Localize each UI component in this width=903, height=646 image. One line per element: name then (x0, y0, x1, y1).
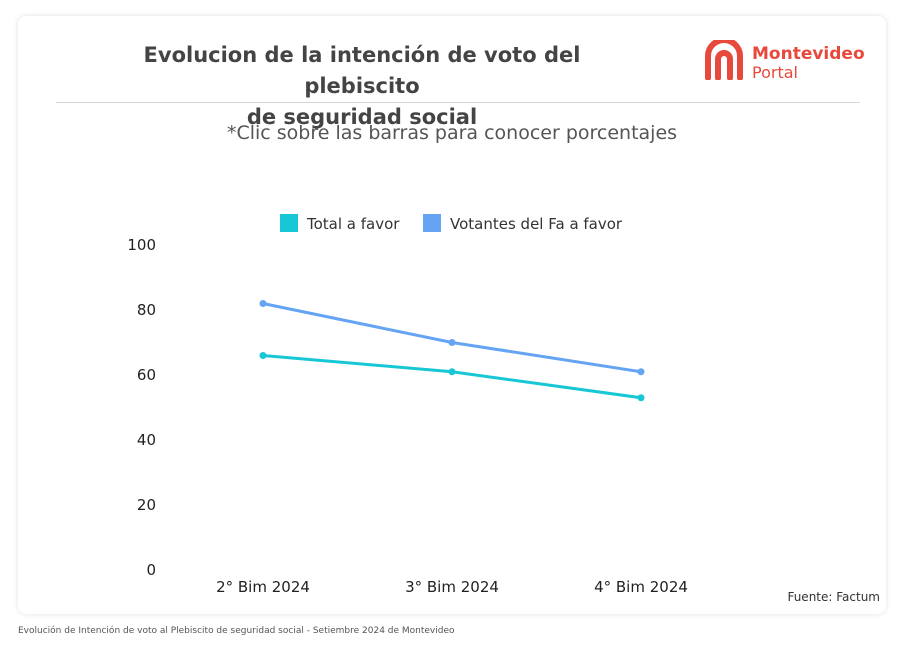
x-axis: 2° Bim 2024 3° Bim 2024 4° Bim 2024 (216, 578, 688, 596)
montevideo-portal-logo: Montevideo Portal (704, 40, 865, 84)
chart-legend: Total a favor Votantes del Fa a favor (280, 214, 623, 233)
x-tick-label: 4° Bim 2024 (594, 578, 688, 596)
data-point[interactable] (637, 394, 645, 402)
montevideo-portal-arch-logo-icon (705, 40, 743, 80)
y-tick-label: 80 (137, 301, 156, 319)
header-divider (56, 102, 860, 103)
chart-title-line1: Evolucion de la intención de voto del pl… (143, 43, 581, 98)
legend-label[interactable]: Total a favor (306, 215, 400, 233)
source-note: Fuente: Factum (787, 590, 880, 604)
y-tick-label: 60 (137, 366, 156, 384)
chart-card: Evolucion de la intención de voto del pl… (18, 16, 886, 614)
y-axis: 0 20 40 60 80 100 (127, 236, 156, 579)
legend-swatch (280, 214, 298, 232)
y-tick-label: 100 (127, 236, 156, 254)
data-point[interactable] (448, 368, 456, 376)
data-point[interactable] (637, 368, 645, 376)
legend-label[interactable]: Votantes del Fa a favor (450, 215, 623, 233)
chart-subtitle: *Clic sobre las barras para conocer porc… (226, 122, 678, 144)
line-chart: Total a favor Votantes del Fa a favor 0 20… (127, 214, 688, 596)
logo-text-montevideo: Montevideo (752, 44, 865, 64)
data-point[interactable] (448, 339, 456, 346)
chart-title: Evolucion de la intención de voto del pl… (102, 40, 622, 133)
data-point[interactable] (259, 300, 267, 307)
y-tick-label: 20 (137, 496, 156, 514)
y-tick-label: 0 (146, 561, 156, 579)
logo-text-portal: Portal (752, 63, 798, 82)
chart-series (259, 300, 645, 402)
data-point[interactable] (259, 352, 267, 359)
chart-title-line2: de seguridad social (246, 105, 478, 129)
legend-swatch (423, 214, 441, 232)
x-tick-label: 3° Bim 2024 (405, 578, 499, 596)
image-caption: Evolución de Intención de voto al Plebis… (18, 626, 455, 636)
x-tick-label: 2° Bim 2024 (216, 578, 310, 596)
y-tick-label: 40 (137, 431, 156, 449)
